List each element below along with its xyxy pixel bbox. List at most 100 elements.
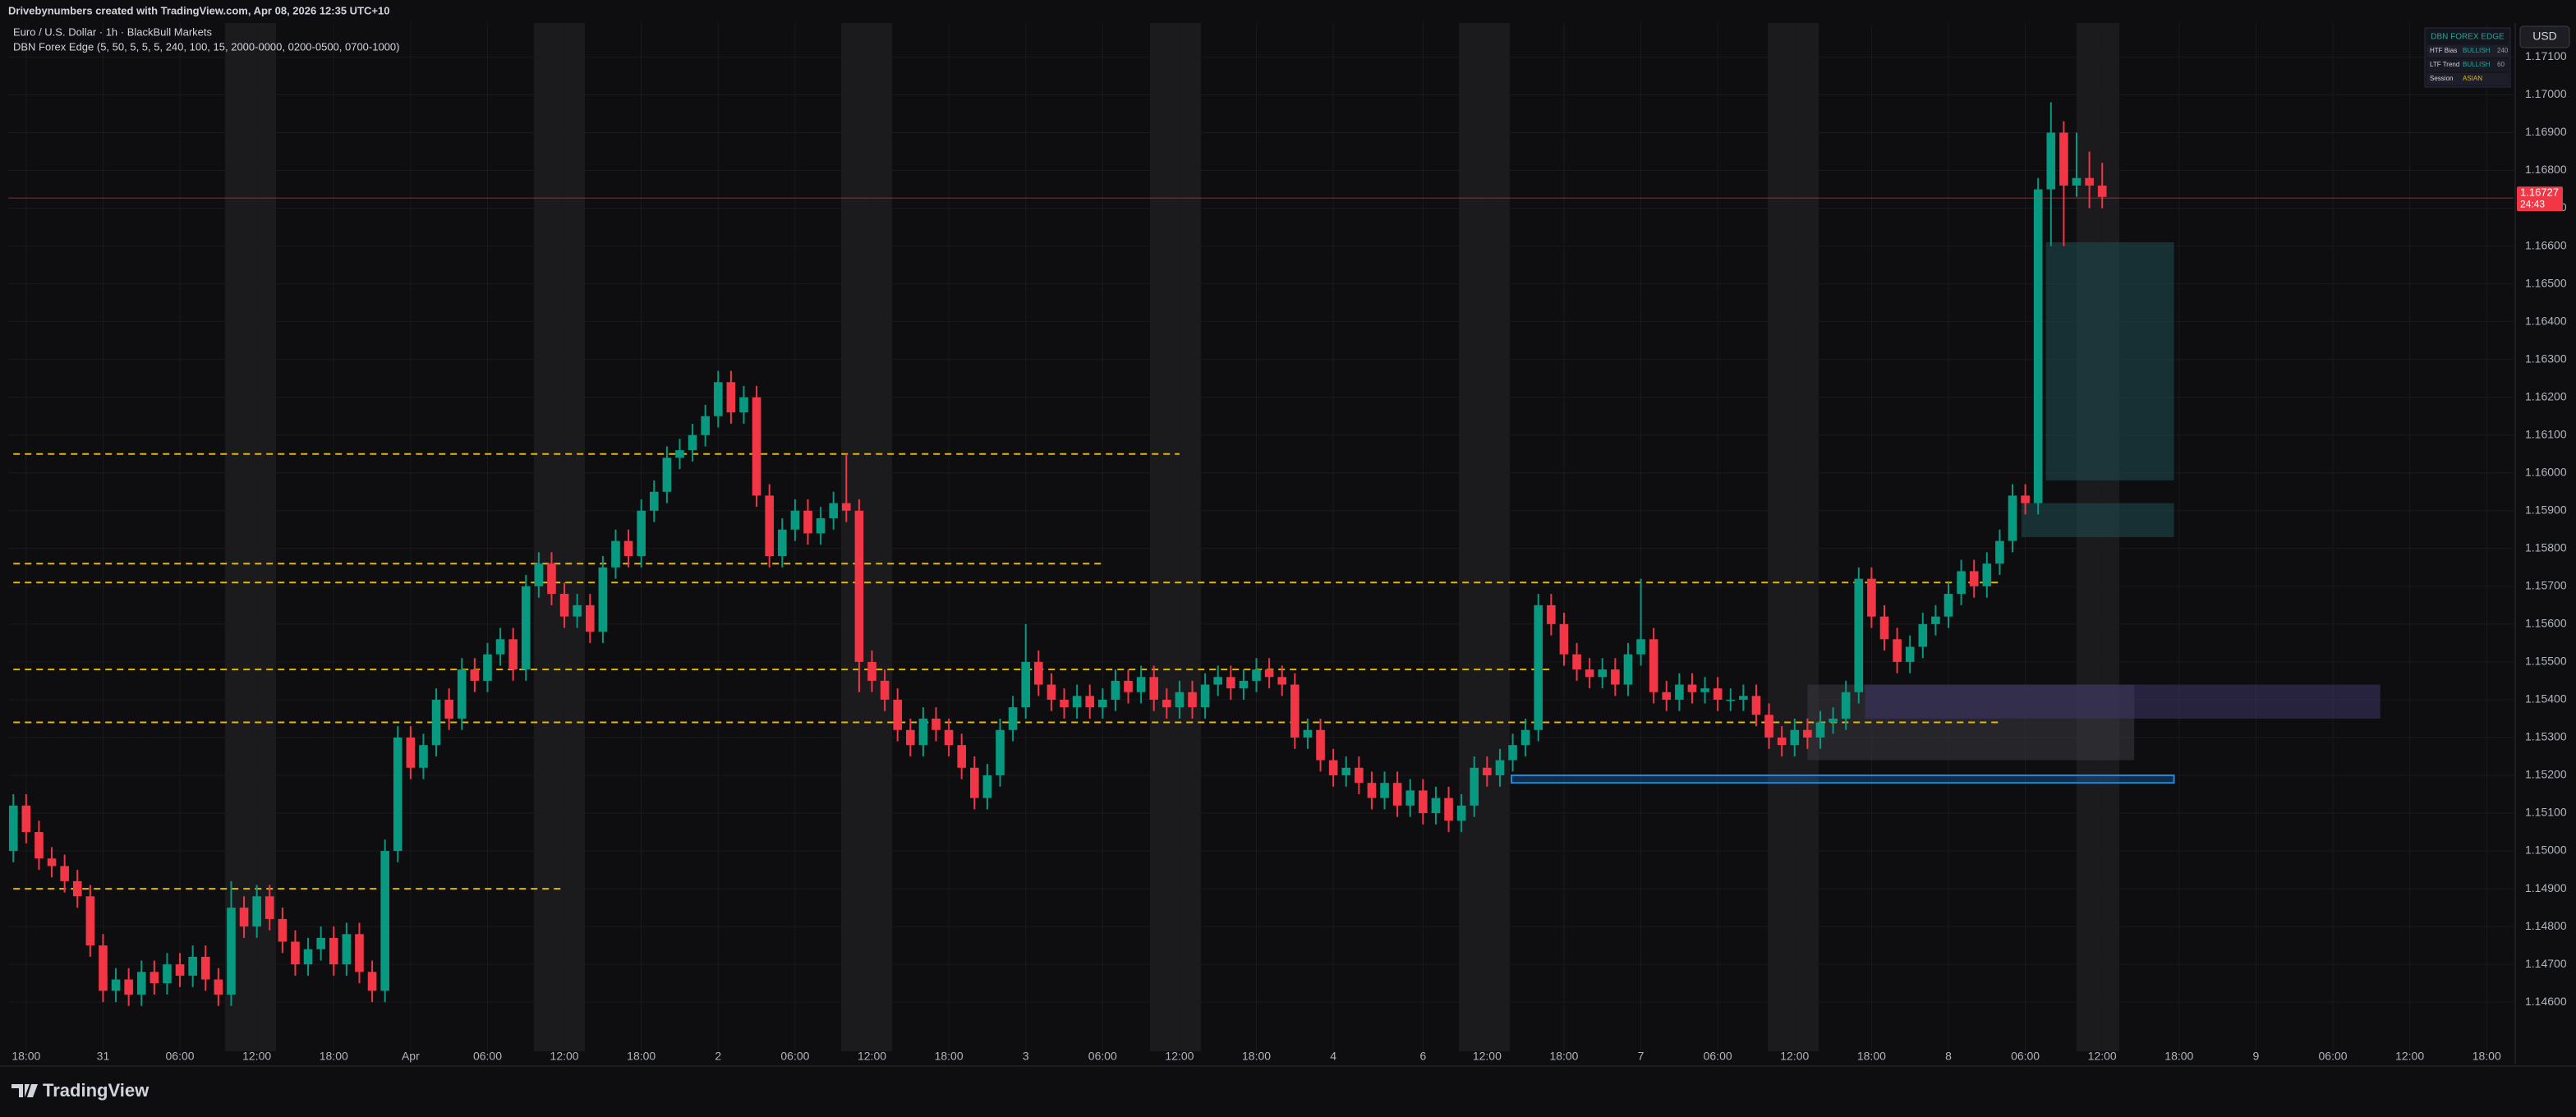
y-tick-label: 1.15900 [2525, 503, 2567, 516]
candle-body [1085, 696, 1095, 708]
candle-body [547, 563, 556, 595]
candle-body [1777, 737, 1787, 746]
candle-body [867, 661, 876, 681]
y-tick-label: 1.14900 [2525, 881, 2567, 894]
y-tick-label: 1.16300 [2525, 352, 2567, 365]
candle-body [1790, 729, 1800, 746]
candle-body [1636, 639, 1645, 655]
y-tick-label: 1.17100 [2525, 49, 2567, 62]
candle-body [790, 510, 800, 530]
candle-body [1431, 798, 1441, 814]
candle-body [1392, 783, 1402, 806]
y-tick-label: 1.15100 [2525, 806, 2567, 819]
candle-body [1355, 767, 1364, 784]
x-tick-label: 18:00 [320, 1050, 348, 1063]
candle-body [444, 699, 453, 719]
candle-body [637, 510, 646, 557]
currency-button[interactable] [2519, 25, 2570, 48]
candle-body [1098, 699, 1107, 708]
candle-body [419, 745, 428, 768]
candle-body [1341, 767, 1351, 775]
x-tick-label: 18:00 [935, 1050, 964, 1063]
x-tick-label: 06:00 [2319, 1050, 2348, 1063]
candle-body [1751, 696, 1761, 715]
candle-body [918, 718, 928, 746]
candle-body [1136, 677, 1146, 692]
x-tick-label: 9 [2253, 1050, 2260, 1063]
candle-body [21, 805, 31, 833]
candle-body [1893, 639, 1902, 662]
candle-body [777, 529, 787, 557]
y-tick-label: 1.16600 [2525, 238, 2567, 251]
candle-body [239, 908, 249, 927]
info-cell: 240 [2497, 47, 2509, 54]
y-tick-label: 1.14800 [2525, 919, 2567, 932]
candle-body [1918, 623, 1928, 647]
candle-body [1252, 669, 1261, 681]
candle-body [163, 964, 172, 984]
candle-body [598, 567, 608, 632]
x-tick-label: 18:00 [2472, 1050, 2501, 1063]
candle-body [1046, 684, 1056, 700]
candle-body [1316, 729, 1325, 761]
y-tick-label: 1.15000 [2525, 843, 2567, 857]
countdown: 24:43 [2520, 198, 2545, 209]
candle-body [726, 382, 736, 413]
candle-body [278, 918, 288, 942]
candle-body [829, 503, 839, 518]
candle-body [1815, 722, 1825, 738]
x-tick-label: 18:00 [12, 1050, 40, 1063]
info-cell: HTF Bias [2430, 47, 2457, 54]
candle-body [1534, 604, 1543, 730]
candle-body [1034, 661, 1043, 685]
candle-body [1175, 692, 1184, 708]
candle-body [1559, 623, 1569, 655]
x-tick-label: 12:00 [1473, 1050, 1502, 1063]
session-bands [225, 23, 2119, 1051]
session-band [1459, 23, 1510, 1051]
x-tick-label: 18:00 [627, 1050, 656, 1063]
candle-body [1456, 805, 1466, 821]
candle-body [649, 491, 659, 511]
candle-body [188, 956, 197, 976]
candle-body [623, 540, 633, 557]
info-row [2426, 59, 2509, 71]
candle-body [1687, 684, 1697, 692]
candle-body [1520, 729, 1530, 746]
candle-body [111, 979, 121, 991]
candle-body [1995, 540, 2004, 564]
candle-body [227, 908, 236, 995]
candles [8, 102, 2107, 1006]
info-cell: LTF Trend [2430, 61, 2459, 68]
candle-body [893, 699, 903, 730]
candle-body [1969, 571, 1979, 586]
x-tick-label: 7 [1638, 1050, 1644, 1063]
candle-body [99, 945, 108, 991]
candle-body [380, 851, 389, 991]
candle-body [2008, 495, 2017, 541]
candle-body [675, 450, 684, 458]
candle-body [1700, 688, 1709, 692]
candle-body [1803, 729, 1812, 738]
currency[interactable]: USD [2532, 30, 2557, 43]
candle-body [1072, 696, 1082, 708]
y-tick-label: 1.15700 [2525, 579, 2567, 592]
candle-body [816, 517, 826, 534]
candle-body [1226, 677, 1235, 689]
candle-body [1200, 684, 1210, 708]
x-tick-label: 12:00 [2395, 1050, 2424, 1063]
last-price-label: 1.16727 [2520, 186, 2559, 199]
info-row [2426, 45, 2509, 57]
candle-body [944, 729, 954, 746]
y-tick-label: 1.16200 [2525, 389, 2567, 402]
y-tick-label: 1.14700 [2525, 957, 2567, 970]
candle-body [1483, 767, 1492, 775]
candle-body [214, 979, 223, 995]
candle-body [1367, 783, 1377, 798]
candle-body [470, 669, 480, 681]
candle-body [739, 397, 748, 413]
candle-body [367, 972, 377, 991]
y-tick-label: 1.15400 [2525, 692, 2567, 706]
candle-body [573, 604, 582, 617]
y-tick-label: 1.14600 [2525, 995, 2567, 1008]
